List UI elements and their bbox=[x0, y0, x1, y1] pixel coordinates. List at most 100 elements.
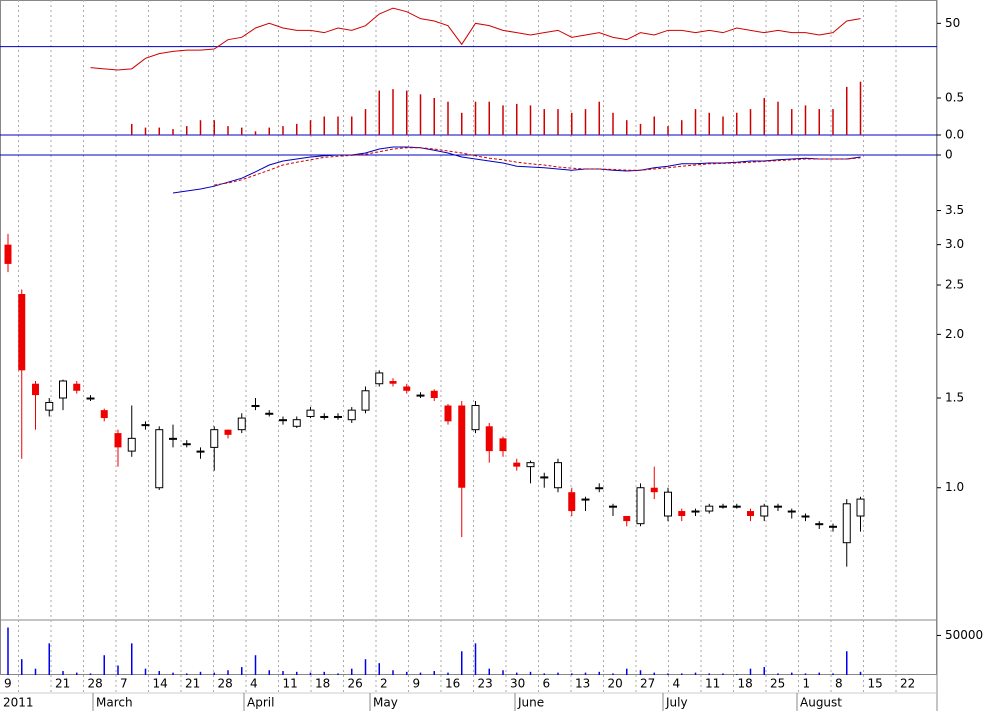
candle-body bbox=[292, 419, 301, 427]
bar bbox=[763, 667, 765, 675]
indicator-line bbox=[214, 147, 861, 186]
bar bbox=[681, 120, 683, 135]
bar bbox=[557, 109, 559, 135]
week-label: 2 bbox=[380, 677, 388, 691]
bar bbox=[172, 672, 174, 675]
bar bbox=[502, 670, 504, 675]
candle-body bbox=[169, 437, 177, 440]
bar bbox=[571, 673, 573, 675]
bar bbox=[708, 673, 710, 675]
bar bbox=[131, 123, 133, 135]
bar bbox=[516, 672, 518, 675]
week-label: 18 bbox=[738, 677, 753, 691]
bar bbox=[241, 127, 243, 135]
bar bbox=[474, 101, 477, 135]
week-label: 28 bbox=[218, 677, 233, 691]
bar bbox=[364, 109, 367, 135]
candle-body bbox=[774, 505, 782, 508]
bar bbox=[131, 643, 133, 675]
y-tick-label: 0.5 bbox=[945, 91, 964, 105]
week-label: 16 bbox=[445, 677, 460, 691]
bar bbox=[461, 112, 463, 135]
week-label: 22 bbox=[900, 677, 915, 691]
indicator-line bbox=[90, 7, 861, 71]
candle-body bbox=[389, 380, 397, 384]
candle-body bbox=[485, 426, 493, 452]
bar bbox=[378, 90, 380, 135]
candle-body bbox=[581, 498, 590, 501]
week-label: 6 bbox=[543, 677, 551, 691]
bar bbox=[612, 673, 614, 675]
bar bbox=[62, 671, 64, 675]
bar bbox=[639, 670, 642, 675]
candle-body bbox=[334, 415, 342, 418]
bar bbox=[351, 668, 353, 675]
bar bbox=[337, 673, 339, 675]
week-label: 23 bbox=[478, 677, 493, 691]
bar bbox=[392, 670, 394, 675]
bar bbox=[447, 672, 449, 675]
bar bbox=[694, 109, 697, 135]
week-label: 4 bbox=[673, 677, 681, 691]
candle-body bbox=[32, 383, 39, 396]
bar bbox=[309, 672, 312, 675]
candle-body bbox=[747, 511, 754, 517]
candle-body bbox=[760, 505, 769, 517]
bar bbox=[213, 120, 215, 135]
week-label: 11 bbox=[705, 677, 720, 691]
bar bbox=[227, 670, 229, 675]
candle-body bbox=[650, 487, 658, 493]
candle-body bbox=[732, 505, 741, 508]
candle-body bbox=[224, 429, 232, 435]
week-label: 28 bbox=[88, 677, 103, 691]
bar bbox=[337, 116, 339, 135]
candle-body bbox=[842, 503, 851, 544]
bar bbox=[736, 112, 738, 135]
month-label: August bbox=[800, 696, 842, 710]
bar bbox=[227, 126, 229, 135]
bar bbox=[612, 112, 614, 135]
candle-body bbox=[45, 401, 54, 411]
candle-body bbox=[4, 244, 12, 264]
candle-body bbox=[691, 510, 700, 513]
bar bbox=[557, 672, 559, 675]
bar bbox=[749, 109, 752, 135]
week-label: 7 bbox=[120, 677, 128, 691]
y-tick-label: 50 bbox=[945, 16, 960, 30]
month-label: May bbox=[373, 696, 398, 710]
bar bbox=[144, 127, 147, 135]
month-label: June bbox=[517, 696, 544, 710]
bar bbox=[804, 105, 807, 135]
candle-body bbox=[100, 410, 108, 419]
bar bbox=[543, 109, 545, 135]
y-tick-label: 2.0 bbox=[945, 327, 964, 341]
bar bbox=[791, 109, 793, 135]
bar bbox=[378, 663, 380, 675]
bar bbox=[653, 116, 655, 135]
bar bbox=[323, 116, 325, 135]
bar bbox=[584, 109, 587, 135]
bar bbox=[722, 116, 724, 135]
candle-body bbox=[568, 492, 576, 512]
candle-body bbox=[347, 409, 356, 421]
month-label: March bbox=[96, 696, 133, 710]
bar bbox=[406, 671, 408, 675]
bar bbox=[763, 98, 765, 135]
plot-frame bbox=[0, 0, 937, 675]
candle-body bbox=[155, 429, 164, 489]
week-label: 25 bbox=[770, 677, 785, 691]
bar bbox=[364, 659, 367, 675]
bar bbox=[158, 671, 160, 675]
candle-body bbox=[141, 424, 150, 427]
candle-body bbox=[829, 525, 837, 528]
candle-body bbox=[636, 487, 645, 525]
y-tick-label: 0 bbox=[945, 148, 953, 162]
bar bbox=[598, 101, 600, 135]
candle-body bbox=[265, 412, 274, 415]
bar bbox=[406, 90, 408, 135]
candle-body bbox=[59, 380, 67, 399]
bar bbox=[791, 672, 793, 675]
candle-body bbox=[320, 415, 329, 418]
candle-body bbox=[719, 505, 727, 508]
candle-body bbox=[279, 419, 287, 422]
